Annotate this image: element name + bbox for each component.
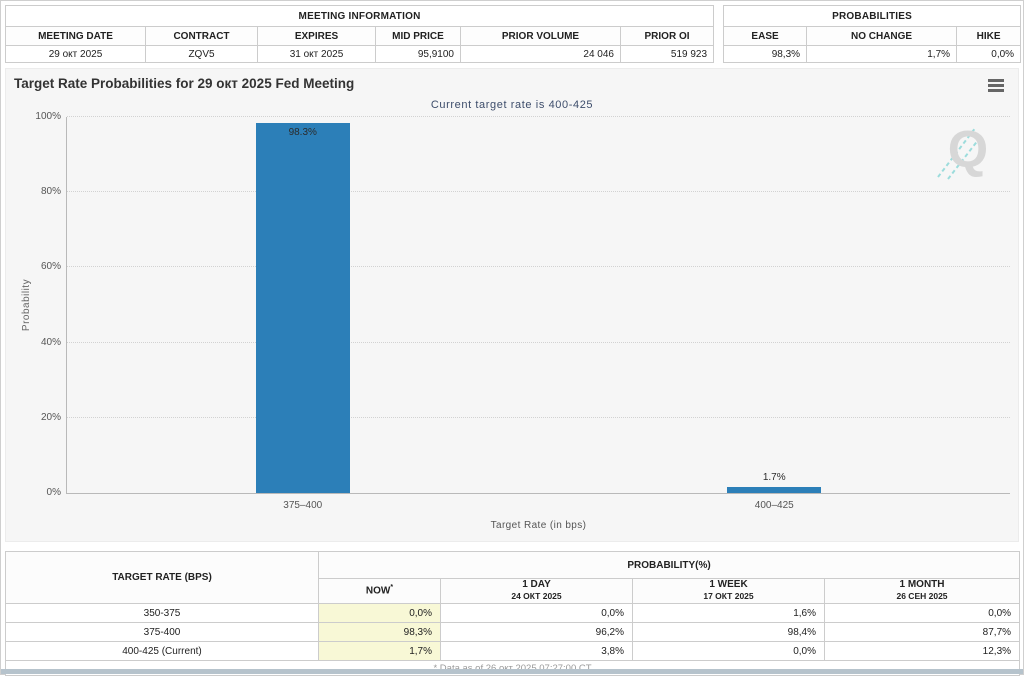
contract-value: ZQV5	[145, 45, 258, 63]
bar-chart-plot-area: Probability 0% 20% 40% 60% 80% 100% 98.3…	[21, 111, 1010, 531]
x-tick-400-425: 400–425	[754, 500, 794, 511]
probability-history-table: TARGET RATE (BPS) PROBABILITY(%) NOW* 1 …	[4, 551, 1021, 676]
x-axis-label: Target Rate (in bps)	[490, 520, 587, 531]
gridline-100	[67, 116, 1010, 117]
col-header-expires: EXPIRES	[257, 26, 376, 46]
bar-value-label: 98.3%	[288, 127, 317, 139]
y-tick-40: 40%	[40, 336, 61, 348]
probabilities-summary-table: PROBABILITIES EASE NO CHANGE HIKE 98,3% …	[723, 5, 1022, 63]
day-label: 1 DAY	[522, 579, 551, 591]
meeting-information-table: MEETING INFORMATION MEETING DATE CONTRAC…	[4, 5, 715, 63]
header-1-month: 1 MONTH 26 СЕН 2025	[823, 578, 1021, 604]
bottom-accent-strip	[1, 669, 1023, 674]
gridline-60	[67, 266, 1010, 268]
now-asterisk: *	[390, 584, 394, 592]
table-row-375-400: 375-400 98,3% 96,2% 98,4% 87,7%	[5, 622, 1021, 642]
week-cell: 0,0%	[632, 641, 825, 661]
week-date: 17 ОКТ 2025	[703, 591, 754, 601]
header-target-rate-bps: TARGET RATE (BPS)	[5, 551, 319, 604]
week-cell: 98,4%	[632, 622, 825, 642]
rate-cell: 400-425 (Current)	[5, 641, 319, 661]
ease-value: 98,3%	[723, 45, 808, 63]
bar-400-425[interactable]: 1.7%	[727, 472, 822, 493]
hamburger-menu-icon[interactable]	[988, 79, 1004, 92]
probabilities-title: PROBABILITIES	[723, 5, 1022, 27]
svg-text:Q: Q	[948, 121, 988, 179]
now-label: NOW	[365, 585, 391, 597]
now-cell: 0,0%	[318, 603, 441, 623]
header-1-day: 1 DAY 24 ОКТ 2025	[440, 578, 633, 604]
col-header-prior-volume: PRIOR VOLUME	[460, 26, 621, 46]
no-change-value: 1,7%	[806, 45, 958, 63]
target-rate-chart-panel: Target Rate Probabilities for 29 окт 202…	[5, 68, 1019, 542]
month-cell: 0,0%	[823, 603, 1021, 623]
header-1-week: 1 WEEK 17 ОКТ 2025	[632, 578, 825, 604]
rate-cell: 375-400	[5, 622, 319, 642]
meeting-date-value: 29 окт 2025	[5, 45, 146, 63]
expires-value: 31 окт 2025	[257, 45, 376, 63]
x-tick-375-400: 375–400	[283, 500, 323, 511]
col-header-mid-price: MID PRICE	[375, 26, 461, 46]
prior-volume-value: 24 046	[460, 45, 621, 63]
month-label: 1 MONTH	[899, 579, 945, 591]
day-cell: 0,0%	[440, 603, 633, 623]
bar-375-400[interactable]: 98.3%	[255, 123, 350, 493]
y-tick-60: 60%	[40, 261, 61, 273]
rate-cell: 350-375	[5, 603, 319, 623]
header-probability-pct: PROBABILITY(%)	[317, 551, 1021, 579]
gridline-20	[67, 416, 1010, 418]
y-tick-20: 20%	[40, 411, 61, 423]
col-header-prior-oi: PRIOR OI	[619, 26, 715, 46]
month-cell: 87,7%	[823, 622, 1021, 642]
col-header-no-change: NO CHANGE	[806, 26, 958, 46]
quikstrike-watermark-logo: Q	[937, 121, 988, 180]
day-date: 24 ОКТ 2025	[511, 591, 562, 601]
gridline-80	[67, 191, 1010, 193]
top-summary-row: MEETING INFORMATION MEETING DATE CONTRAC…	[4, 5, 1022, 63]
month-cell: 12,3%	[823, 641, 1021, 661]
mid-price-value: 95,9100	[375, 45, 461, 63]
bar-value-label: 1.7%	[762, 471, 786, 483]
col-header-ease: EASE	[723, 26, 808, 46]
day-cell: 3,8%	[440, 641, 633, 661]
day-cell: 96,2%	[440, 622, 633, 642]
chart-subtitle: Current target rate is 400-425	[430, 99, 594, 111]
table-row-350-375: 350-375 0,0% 0,0% 1,6% 0,0%	[5, 603, 1021, 623]
now-cell: 1,7%	[318, 641, 441, 661]
week-cell: 1,6%	[632, 603, 825, 623]
col-header-contract: CONTRACT	[145, 26, 258, 46]
meeting-information-title: MEETING INFORMATION	[4, 5, 715, 27]
chart-title: Target Rate Probabilities for 29 окт 202…	[14, 76, 355, 91]
col-header-hike: HIKE	[956, 26, 1022, 46]
y-tick-80: 80%	[40, 186, 61, 198]
gridline-40	[67, 341, 1010, 343]
table-row-400-425-current: 400-425 (Current) 1,7% 3,8% 0,0% 12,3%	[5, 641, 1021, 661]
hike-value: 0,0%	[956, 45, 1022, 63]
month-date: 26 СЕН 2025	[896, 591, 948, 601]
now-cell: 98,3%	[318, 622, 441, 642]
y-tick-100: 100%	[35, 111, 61, 122]
header-now: NOW*	[318, 578, 441, 604]
col-header-meeting-date: MEETING DATE	[5, 26, 146, 46]
prior-oi-value: 519 923	[619, 45, 715, 63]
week-label: 1 WEEK	[709, 579, 748, 591]
y-tick-0: 0%	[46, 487, 61, 498]
y-axis-label: Probability	[21, 278, 32, 332]
